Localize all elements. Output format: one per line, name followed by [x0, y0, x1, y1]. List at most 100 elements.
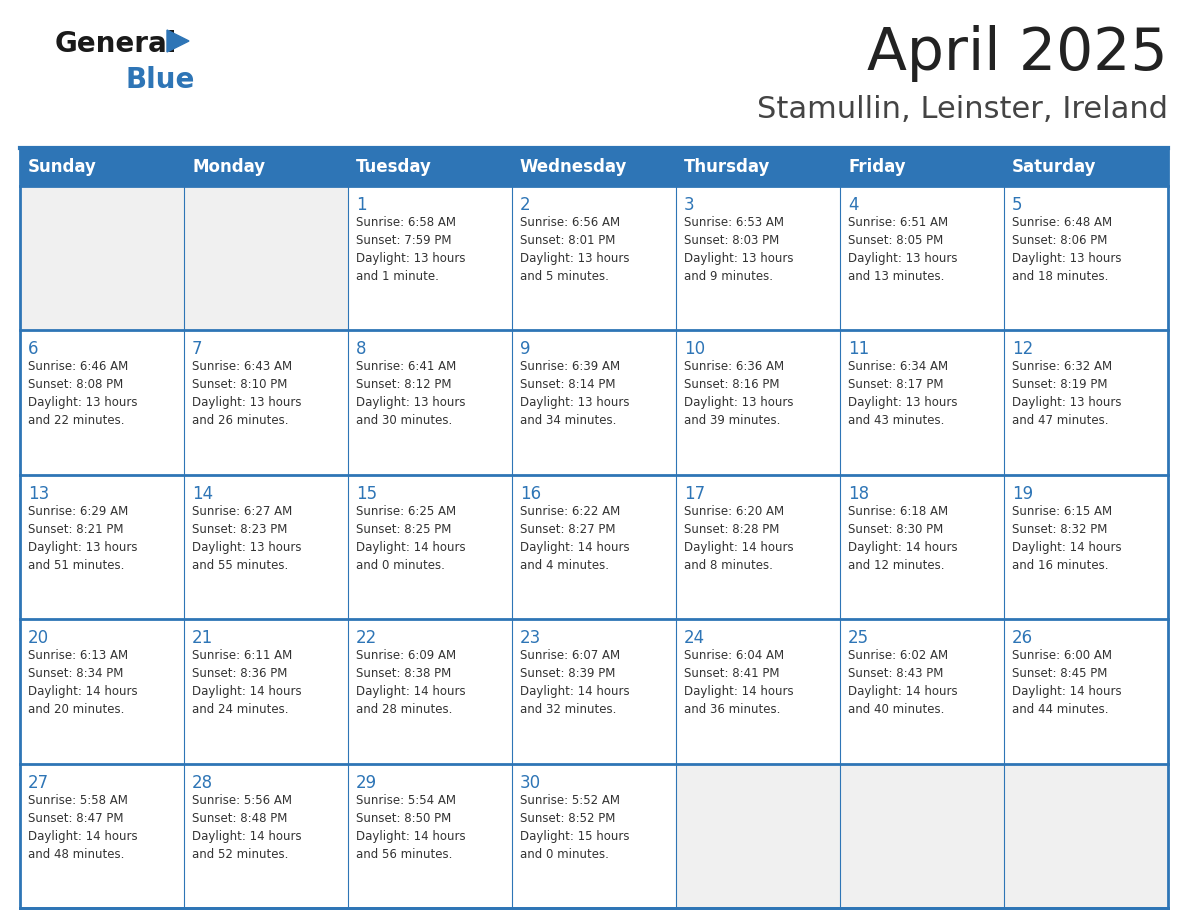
- Text: 13: 13: [29, 485, 49, 503]
- Text: 23: 23: [520, 629, 542, 647]
- Bar: [512, 475, 676, 620]
- Text: 15: 15: [356, 485, 377, 503]
- Bar: [1004, 620, 1168, 764]
- Bar: [1004, 186, 1168, 330]
- Text: 30: 30: [520, 774, 541, 791]
- Text: 17: 17: [684, 485, 706, 503]
- Bar: [184, 148, 348, 186]
- Text: 20: 20: [29, 629, 49, 647]
- Text: Sunrise: 6:39 AM
Sunset: 8:14 PM
Daylight: 13 hours
and 34 minutes.: Sunrise: 6:39 AM Sunset: 8:14 PM Dayligh…: [520, 361, 630, 428]
- Text: Sunrise: 6:07 AM
Sunset: 8:39 PM
Daylight: 14 hours
and 32 minutes.: Sunrise: 6:07 AM Sunset: 8:39 PM Dayligh…: [520, 649, 630, 716]
- Bar: [184, 186, 348, 330]
- Text: 7: 7: [192, 341, 202, 358]
- Text: Sunrise: 6:58 AM
Sunset: 7:59 PM
Daylight: 13 hours
and 1 minute.: Sunrise: 6:58 AM Sunset: 7:59 PM Dayligh…: [356, 216, 466, 283]
- Text: Saturday: Saturday: [1012, 158, 1097, 176]
- Bar: [512, 148, 676, 186]
- Text: Sunrise: 5:52 AM
Sunset: 8:52 PM
Daylight: 15 hours
and 0 minutes.: Sunrise: 5:52 AM Sunset: 8:52 PM Dayligh…: [520, 793, 630, 860]
- Text: 28: 28: [192, 774, 213, 791]
- Text: Sunrise: 6:34 AM
Sunset: 8:17 PM
Daylight: 13 hours
and 43 minutes.: Sunrise: 6:34 AM Sunset: 8:17 PM Dayligh…: [848, 361, 958, 428]
- Text: Sunrise: 5:58 AM
Sunset: 8:47 PM
Daylight: 14 hours
and 48 minutes.: Sunrise: 5:58 AM Sunset: 8:47 PM Dayligh…: [29, 793, 138, 860]
- Text: Sunrise: 5:54 AM
Sunset: 8:50 PM
Daylight: 14 hours
and 56 minutes.: Sunrise: 5:54 AM Sunset: 8:50 PM Dayligh…: [356, 793, 466, 860]
- Text: 10: 10: [684, 341, 706, 358]
- Bar: [1004, 148, 1168, 186]
- Bar: [348, 186, 512, 330]
- Text: General: General: [55, 30, 177, 58]
- Bar: [1004, 764, 1168, 908]
- Bar: [512, 764, 676, 908]
- Text: 4: 4: [848, 196, 859, 214]
- Bar: [840, 330, 1004, 475]
- Bar: [676, 620, 840, 764]
- Bar: [676, 148, 840, 186]
- Text: 29: 29: [356, 774, 377, 791]
- Text: Sunrise: 6:32 AM
Sunset: 8:19 PM
Daylight: 13 hours
and 47 minutes.: Sunrise: 6:32 AM Sunset: 8:19 PM Dayligh…: [1012, 361, 1121, 428]
- Bar: [348, 475, 512, 620]
- Bar: [20, 764, 184, 908]
- Text: Sunrise: 6:51 AM
Sunset: 8:05 PM
Daylight: 13 hours
and 13 minutes.: Sunrise: 6:51 AM Sunset: 8:05 PM Dayligh…: [848, 216, 958, 283]
- Text: Tuesday: Tuesday: [356, 158, 432, 176]
- Text: 8: 8: [356, 341, 367, 358]
- Text: April 2025: April 2025: [867, 25, 1168, 82]
- Text: Sunday: Sunday: [29, 158, 97, 176]
- Bar: [840, 186, 1004, 330]
- Text: Sunrise: 6:53 AM
Sunset: 8:03 PM
Daylight: 13 hours
and 9 minutes.: Sunrise: 6:53 AM Sunset: 8:03 PM Dayligh…: [684, 216, 794, 283]
- Text: Wednesday: Wednesday: [520, 158, 627, 176]
- Text: Sunrise: 6:56 AM
Sunset: 8:01 PM
Daylight: 13 hours
and 5 minutes.: Sunrise: 6:56 AM Sunset: 8:01 PM Dayligh…: [520, 216, 630, 283]
- Text: 9: 9: [520, 341, 531, 358]
- Bar: [20, 186, 184, 330]
- Text: 12: 12: [1012, 341, 1034, 358]
- Text: 21: 21: [192, 629, 214, 647]
- Bar: [184, 764, 348, 908]
- Bar: [348, 330, 512, 475]
- Text: 11: 11: [848, 341, 870, 358]
- Text: 25: 25: [848, 629, 870, 647]
- Bar: [1004, 475, 1168, 620]
- Text: Sunrise: 5:56 AM
Sunset: 8:48 PM
Daylight: 14 hours
and 52 minutes.: Sunrise: 5:56 AM Sunset: 8:48 PM Dayligh…: [192, 793, 302, 860]
- Text: Sunrise: 6:46 AM
Sunset: 8:08 PM
Daylight: 13 hours
and 22 minutes.: Sunrise: 6:46 AM Sunset: 8:08 PM Dayligh…: [29, 361, 138, 428]
- Bar: [184, 620, 348, 764]
- Text: Sunrise: 6:36 AM
Sunset: 8:16 PM
Daylight: 13 hours
and 39 minutes.: Sunrise: 6:36 AM Sunset: 8:16 PM Dayligh…: [684, 361, 794, 428]
- Text: Sunrise: 6:11 AM
Sunset: 8:36 PM
Daylight: 14 hours
and 24 minutes.: Sunrise: 6:11 AM Sunset: 8:36 PM Dayligh…: [192, 649, 302, 716]
- Text: Thursday: Thursday: [684, 158, 770, 176]
- Text: 6: 6: [29, 341, 38, 358]
- Bar: [840, 148, 1004, 186]
- Text: Sunrise: 6:22 AM
Sunset: 8:27 PM
Daylight: 14 hours
and 4 minutes.: Sunrise: 6:22 AM Sunset: 8:27 PM Dayligh…: [520, 505, 630, 572]
- Bar: [676, 330, 840, 475]
- Text: 24: 24: [684, 629, 706, 647]
- Text: Sunrise: 6:41 AM
Sunset: 8:12 PM
Daylight: 13 hours
and 30 minutes.: Sunrise: 6:41 AM Sunset: 8:12 PM Dayligh…: [356, 361, 466, 428]
- Polygon shape: [168, 30, 189, 52]
- Text: 3: 3: [684, 196, 695, 214]
- Text: Stamullin, Leinster, Ireland: Stamullin, Leinster, Ireland: [757, 95, 1168, 124]
- Bar: [348, 620, 512, 764]
- Text: 14: 14: [192, 485, 213, 503]
- Bar: [512, 620, 676, 764]
- Bar: [676, 764, 840, 908]
- Bar: [840, 620, 1004, 764]
- Text: Monday: Monday: [192, 158, 265, 176]
- Text: Sunrise: 6:48 AM
Sunset: 8:06 PM
Daylight: 13 hours
and 18 minutes.: Sunrise: 6:48 AM Sunset: 8:06 PM Dayligh…: [1012, 216, 1121, 283]
- Text: Sunrise: 6:27 AM
Sunset: 8:23 PM
Daylight: 13 hours
and 55 minutes.: Sunrise: 6:27 AM Sunset: 8:23 PM Dayligh…: [192, 505, 302, 572]
- Bar: [348, 148, 512, 186]
- Text: 5: 5: [1012, 196, 1023, 214]
- Bar: [348, 764, 512, 908]
- Bar: [676, 186, 840, 330]
- Bar: [184, 330, 348, 475]
- Bar: [184, 475, 348, 620]
- Bar: [20, 475, 184, 620]
- Text: Sunrise: 6:04 AM
Sunset: 8:41 PM
Daylight: 14 hours
and 36 minutes.: Sunrise: 6:04 AM Sunset: 8:41 PM Dayligh…: [684, 649, 794, 716]
- Bar: [20, 330, 184, 475]
- Text: Sunrise: 6:02 AM
Sunset: 8:43 PM
Daylight: 14 hours
and 40 minutes.: Sunrise: 6:02 AM Sunset: 8:43 PM Dayligh…: [848, 649, 958, 716]
- Text: 18: 18: [848, 485, 870, 503]
- Bar: [512, 330, 676, 475]
- Text: 16: 16: [520, 485, 541, 503]
- Bar: [20, 620, 184, 764]
- Bar: [512, 186, 676, 330]
- Bar: [20, 148, 184, 186]
- Text: Sunrise: 6:15 AM
Sunset: 8:32 PM
Daylight: 14 hours
and 16 minutes.: Sunrise: 6:15 AM Sunset: 8:32 PM Dayligh…: [1012, 505, 1121, 572]
- Text: Sunrise: 6:43 AM
Sunset: 8:10 PM
Daylight: 13 hours
and 26 minutes.: Sunrise: 6:43 AM Sunset: 8:10 PM Dayligh…: [192, 361, 302, 428]
- Text: Friday: Friday: [848, 158, 905, 176]
- Text: Sunrise: 6:25 AM
Sunset: 8:25 PM
Daylight: 14 hours
and 0 minutes.: Sunrise: 6:25 AM Sunset: 8:25 PM Dayligh…: [356, 505, 466, 572]
- Text: Sunrise: 6:18 AM
Sunset: 8:30 PM
Daylight: 14 hours
and 12 minutes.: Sunrise: 6:18 AM Sunset: 8:30 PM Dayligh…: [848, 505, 958, 572]
- Text: Sunrise: 6:29 AM
Sunset: 8:21 PM
Daylight: 13 hours
and 51 minutes.: Sunrise: 6:29 AM Sunset: 8:21 PM Dayligh…: [29, 505, 138, 572]
- Bar: [676, 475, 840, 620]
